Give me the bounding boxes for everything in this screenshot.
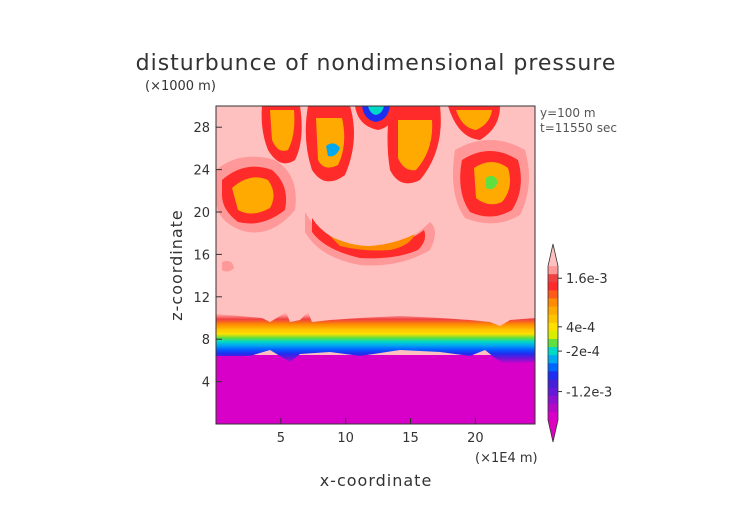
colorbar-swatch <box>548 387 558 397</box>
lower-negative-region <box>216 355 535 424</box>
x-unit-label: (×1E4 m) <box>475 451 538 466</box>
colorbar-swatch <box>548 322 558 332</box>
feature-mid-column-inner <box>316 118 345 168</box>
colorbar-swatch <box>548 363 558 372</box>
x-axis-label: x-coordinate <box>320 471 433 490</box>
feature-center-arc-inner <box>330 234 415 251</box>
x-tick-label: 20 <box>467 431 484 446</box>
colorbar-swatch <box>548 266 558 275</box>
info-time: t=11550 sec <box>540 121 617 135</box>
transition-band <box>216 312 535 364</box>
colorbar-swatch <box>548 290 558 299</box>
y-tick-label: 24 <box>193 164 210 179</box>
colorbar-swatch <box>548 419 558 442</box>
upper-features <box>216 106 529 272</box>
plot-frame <box>215 105 536 425</box>
feature-right-column-inner <box>398 120 433 171</box>
colorbar-swatch <box>548 395 558 405</box>
colorbar-swatch <box>548 244 558 267</box>
feature-top-right-inner <box>456 110 492 130</box>
feature-cyan-spot <box>326 143 340 157</box>
colorbar-swatch <box>548 306 558 316</box>
info-y: y=100 m <box>540 106 596 120</box>
y-tick-label: 20 <box>193 206 210 221</box>
x-tick-label: 15 <box>402 431 419 446</box>
colorbar-swatch <box>548 371 558 380</box>
heatmap-field <box>216 106 535 424</box>
y-tick-label: 12 <box>193 291 210 306</box>
colorbar-swatch <box>548 298 558 308</box>
y-tick-label: 8 <box>202 333 210 348</box>
feature-top-center-cyan <box>368 106 384 115</box>
colorbar: 1.6e-3 4e-4 -2e-4 -1.2e-3 <box>547 243 612 443</box>
colorbar-swatch <box>548 379 558 389</box>
x-tick-label: 10 <box>337 431 354 446</box>
y-ticks: 4 8 12 16 20 24 28 <box>193 121 222 391</box>
colorbar-swatch <box>548 274 558 283</box>
feature-left-inner <box>232 177 274 214</box>
feature-top-column-inner <box>270 110 295 151</box>
colorbar-swatch <box>548 355 558 364</box>
colorbar-swatch <box>548 282 558 291</box>
colorbar-label: 1.6e-3 <box>566 272 608 287</box>
y-unit-label: (×1000 m) <box>145 79 216 94</box>
y-tick-label: 4 <box>202 376 210 391</box>
colorbar-label: -2e-4 <box>566 345 600 360</box>
x-tick-label: 5 <box>277 431 285 446</box>
colorbar-label: -1.2e-3 <box>566 386 612 401</box>
feature-far-right-green <box>486 175 498 190</box>
x-ticks: 5 10 15 20 <box>277 418 484 446</box>
y-tick-label: 16 <box>193 248 210 263</box>
chart-title: disturbunce of nondimensional pressure <box>136 51 617 76</box>
colorbar-swatch <box>548 314 558 324</box>
y-tick-label: 28 <box>193 121 210 136</box>
colorbar-label: 4e-4 <box>566 321 595 336</box>
colorbar-swatch <box>548 403 558 413</box>
colorbar-swatch <box>548 338 558 348</box>
y-axis-label: z-coordinate <box>167 209 186 321</box>
colorbar-swatch <box>548 411 558 421</box>
colorbar-swatch <box>548 347 558 356</box>
colorbar-swatch <box>548 330 558 340</box>
colorbar-outline <box>547 243 559 443</box>
feature-left-small <box>222 260 234 272</box>
